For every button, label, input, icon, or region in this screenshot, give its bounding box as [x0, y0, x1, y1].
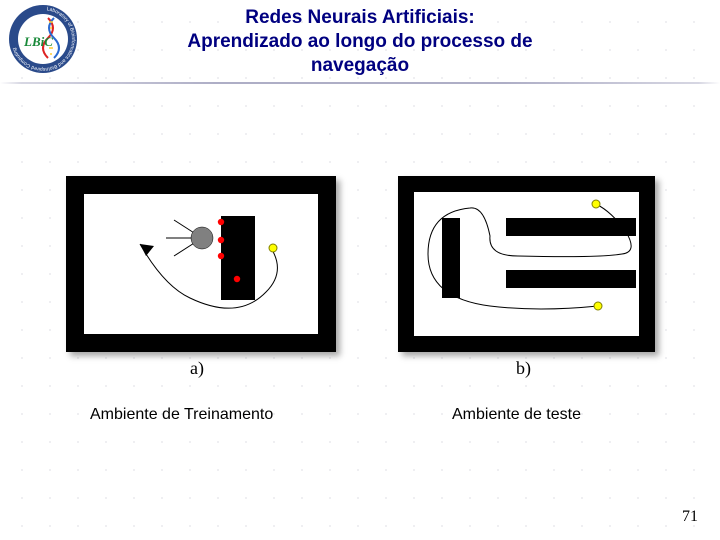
lbic-logo: Laboratory of Bioinformatics and BioInsp… — [8, 4, 78, 74]
title-underline — [0, 82, 720, 84]
svg-text:LBiC: LBiC — [23, 34, 53, 49]
test-caption: Ambiente de teste — [452, 406, 581, 424]
page-number: 71 — [682, 508, 698, 526]
test-environment-panel — [398, 176, 655, 352]
slide-title: Redes Neurais Artificiais: Aprendizado a… — [0, 6, 720, 77]
title-line-2: Aprendizado ao longo do processo de — [187, 31, 532, 52]
title-line-1: Redes Neurais Artificiais: — [245, 7, 475, 28]
training-environment-panel — [66, 176, 336, 352]
panel-b-label: b) — [516, 358, 531, 379]
training-caption: Ambiente de Treinamento — [90, 406, 273, 424]
panel-a-label: a) — [190, 358, 204, 379]
title-line-3: navegação — [311, 55, 409, 76]
